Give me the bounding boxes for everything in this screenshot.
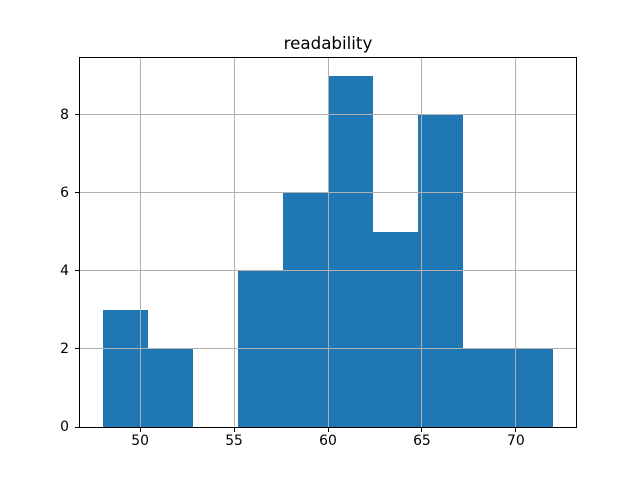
histogram-bar (147, 348, 193, 427)
grid-layer (80, 58, 576, 427)
x-tick-mark (327, 428, 329, 432)
histogram-bar (282, 192, 328, 427)
x-tick-mark (139, 428, 141, 432)
plot-spine-right (576, 57, 577, 428)
y-tick-mark (75, 348, 79, 350)
y-tick-label: 6 (60, 184, 69, 201)
bars-layer (80, 58, 576, 427)
y-tick-mark (75, 114, 79, 116)
gridline-vertical (421, 58, 423, 427)
x-tick-mark (515, 428, 517, 432)
gridline-horizontal (80, 270, 576, 272)
gridline-horizontal (80, 192, 576, 194)
y-tick-label: 8 (60, 106, 69, 123)
histogram-bar (463, 348, 509, 427)
histogram-bar (102, 309, 148, 427)
gridline-vertical (139, 58, 141, 427)
gridline-vertical (515, 58, 517, 427)
chart-title: readability (283, 33, 373, 53)
y-tick-label: 4 (60, 262, 69, 279)
y-tick-mark (75, 426, 79, 428)
x-tick-label: 55 (225, 433, 243, 449)
x-tick-mark (233, 428, 235, 432)
x-tick-label: 70 (507, 433, 525, 449)
x-tick-label: 60 (319, 433, 337, 449)
gridline-horizontal (80, 348, 576, 350)
gridline-horizontal (80, 114, 576, 116)
x-tick-label: 65 (413, 433, 431, 449)
y-tick-label: 2 (60, 340, 69, 357)
histogram-bar (373, 231, 419, 427)
plot-area (80, 58, 576, 427)
plot-spine-bottom (79, 427, 577, 428)
plot-spine-left (79, 57, 80, 428)
plot-spine-top (79, 57, 577, 58)
x-tick-mark (421, 428, 423, 432)
y-tick-mark (75, 192, 79, 194)
x-tick-label: 50 (131, 433, 149, 449)
y-tick-label: 0 (60, 419, 69, 435)
y-tick-mark (75, 270, 79, 272)
gridline-vertical (327, 58, 329, 427)
histogram-bar (328, 75, 374, 427)
gridline-vertical (233, 58, 235, 427)
